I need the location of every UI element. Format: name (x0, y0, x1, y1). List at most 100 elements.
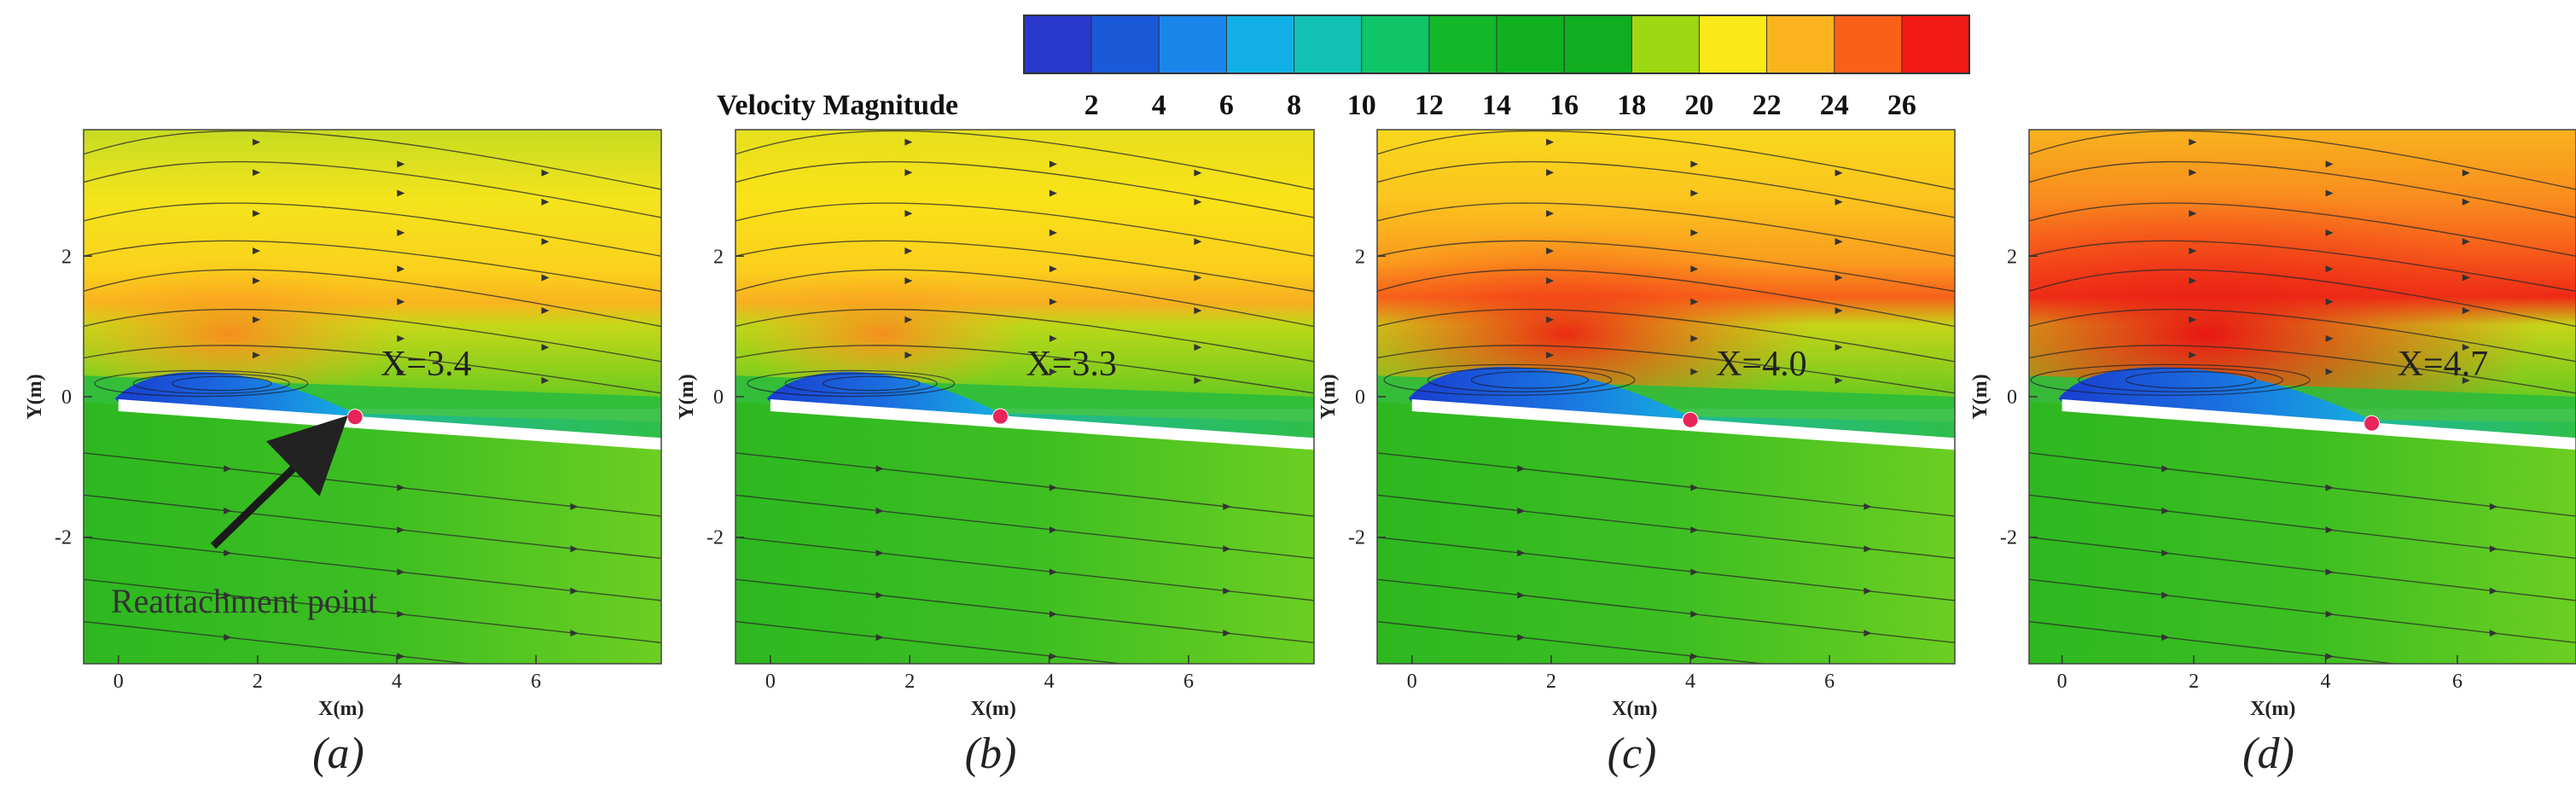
velocity-field (736, 130, 1314, 679)
x-tick-label: 0 (2057, 671, 2067, 693)
streamline (736, 578, 1314, 643)
streamline-arrow (1194, 344, 1202, 351)
streamline-arrow (1864, 672, 1871, 679)
streamline (2029, 537, 2576, 601)
streamline-arrow (2489, 545, 2497, 553)
flat-plate (2061, 399, 2576, 450)
streamline-arrow (904, 169, 913, 177)
streamline (2029, 345, 2576, 394)
x-tick-label: 0 (1407, 671, 1417, 693)
y-axis-label: Y(m) (1969, 374, 1992, 419)
streamline-arrow (1690, 160, 1699, 168)
streamline-arrow (904, 138, 913, 146)
reattachment-marker (1682, 411, 1699, 428)
streamline-arrow (253, 138, 261, 146)
streamline-arrow (1835, 238, 1843, 246)
colorbar-swatch (1159, 15, 1227, 73)
streamline (736, 452, 1314, 517)
colorbar-tick-label: 2 (1084, 90, 1099, 121)
y-tick-label: 0 (2007, 386, 2017, 409)
streamline-arrow (1194, 169, 1202, 177)
streamline (736, 345, 1314, 394)
streamline-arrow (1546, 247, 1555, 255)
streamline-arrow (1835, 377, 1843, 385)
recirculation-streamline (2125, 371, 2257, 389)
y-tick-label: 0 (61, 386, 72, 409)
streamline (736, 537, 1314, 601)
streamline (1377, 160, 1955, 218)
streamline-arrow (2462, 344, 2470, 351)
streamline-arrow (2161, 634, 2170, 642)
streamline-arrow (904, 247, 913, 255)
streamline-arrow (875, 507, 884, 514)
streamline-arrow (224, 591, 232, 599)
streamline-arrow (1049, 484, 1057, 491)
panel-d: X=4.7 0 2 4 6 2 0 -2 X(m) Y(m) (d) (1969, 129, 2576, 778)
high-velocity-zone (736, 268, 1029, 398)
streamline-arrow (224, 634, 232, 642)
streamline-arrow (541, 307, 550, 315)
colorbar-swatch (1631, 15, 1700, 73)
streamline-arrow (2462, 238, 2470, 246)
x-tick-label: 2 (1546, 671, 1556, 693)
streamline (84, 620, 474, 664)
streamline-arrow (397, 610, 405, 618)
streamline-arrow (1690, 653, 1699, 660)
streamline (736, 269, 1314, 328)
colorbar-tick-label: 6 (1219, 90, 1234, 121)
streamline-arrow (1223, 672, 1230, 679)
reattachment-value-label: X=3.3 (1026, 345, 1117, 384)
colorbar-swatch (1834, 15, 1903, 73)
streamline-arrow (1517, 591, 1526, 599)
streamline-arrow (2161, 507, 2170, 514)
streamline-arrow (2189, 316, 2197, 323)
streamline (736, 620, 1127, 664)
streamline-arrow (397, 334, 405, 342)
streamline-arrow (1864, 630, 1872, 637)
streamline (1377, 494, 1955, 560)
streamline-arrow (1223, 630, 1231, 637)
flat-plate (1411, 399, 1955, 450)
streamline (1377, 308, 1955, 363)
velocity-field (2029, 130, 2576, 664)
recirculation-streamline (784, 373, 938, 394)
streamline-arrow (1049, 189, 1057, 197)
streamline-arrow (1690, 610, 1699, 618)
reattachment-marker (346, 409, 363, 426)
streamline-arrow (1546, 351, 1555, 359)
streamline-arrow (2325, 368, 2334, 375)
streamline-arrow (1049, 568, 1057, 576)
streamline-arrow (1690, 568, 1699, 576)
streamline-arrow (2161, 465, 2170, 473)
streamline (2029, 308, 2576, 363)
colorbar-title: Velocity Magnitude (717, 90, 958, 121)
streamline (84, 130, 661, 190)
streamline-arrow (1194, 377, 1202, 385)
x-tick-label: 2 (253, 671, 263, 693)
streamline-arrow (541, 169, 550, 177)
reattachment-value-label: X=4.7 (2398, 345, 2489, 384)
streamline (2029, 160, 2576, 218)
streamline-arrow (1223, 587, 1231, 595)
streamline-arrow (1690, 189, 1699, 197)
callout-label: Reattachment point (111, 582, 377, 620)
x-tick-label: 6 (2452, 671, 2463, 693)
streamline (2029, 240, 2576, 293)
panel-a: X=3.4 0 2 4 6 2 0 -2 X(m) Y(m) (a) Reattachment poi… (24, 129, 662, 778)
y-axis-label: Y(m) (24, 374, 46, 419)
streamline-arrow (2462, 169, 2470, 177)
streamline-arrow (1049, 526, 1057, 534)
streamline-arrow (397, 189, 405, 197)
x-tick-label: 6 (531, 671, 541, 693)
streamline-arrow (397, 229, 405, 236)
streamline-arrow (2189, 247, 2197, 255)
streamline-arrow (1049, 653, 1057, 660)
streamline-arrow (1194, 198, 1202, 206)
streamline (1377, 537, 1955, 601)
streamline-arrow (1690, 298, 1699, 305)
streamline-arrow (1835, 344, 1843, 351)
panel-c: X=4.0 0 2 4 6 2 0 -2 X(m) Y(m) (c) (1317, 129, 1956, 778)
panels: X=3.4 0 2 4 6 2 0 -2 X(m) Y(m) (a) Reattachment poi… (24, 129, 2576, 778)
recirculation-streamline (822, 375, 921, 392)
